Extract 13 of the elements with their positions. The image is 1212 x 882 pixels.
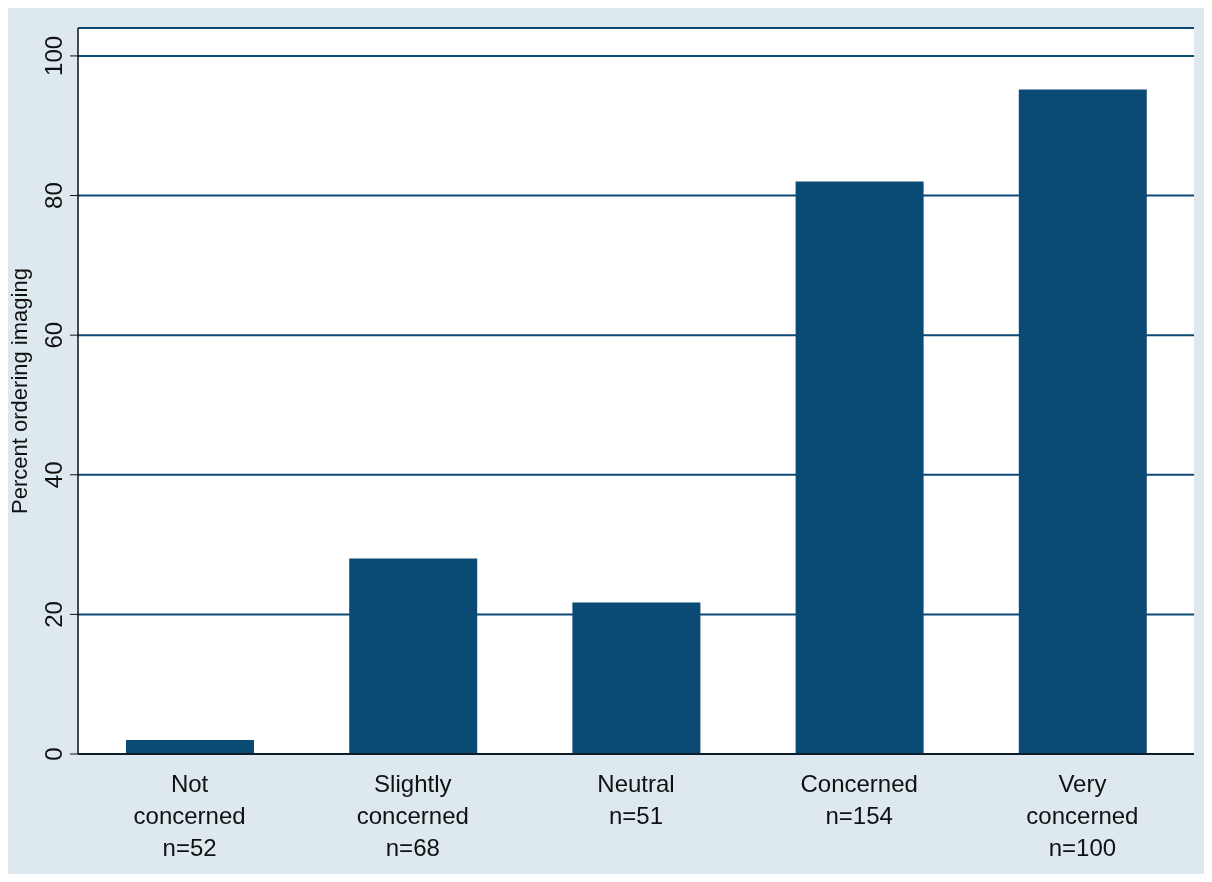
y-tick-label: 40 <box>40 461 67 489</box>
y-tick-label: 100 <box>40 35 67 76</box>
x-tick-label: Not concerned n=52 <box>133 770 246 861</box>
bar <box>126 740 254 754</box>
x-tick-label: Slightly concerned n=68 <box>356 770 469 861</box>
x-tick-label: Neutral n=51 <box>597 770 675 829</box>
y-tick-label: 0 <box>40 747 67 761</box>
y-tick-label: 80 <box>40 182 67 209</box>
y-tick-label: 60 <box>40 321 67 349</box>
x-tick-label: Very concerned n=100 <box>1026 770 1139 861</box>
x-tick-label: Concerned n=154 <box>800 770 918 829</box>
y-axis-title: Percent ordering imaging <box>6 268 32 514</box>
y-tick-label: 20 <box>40 601 67 628</box>
